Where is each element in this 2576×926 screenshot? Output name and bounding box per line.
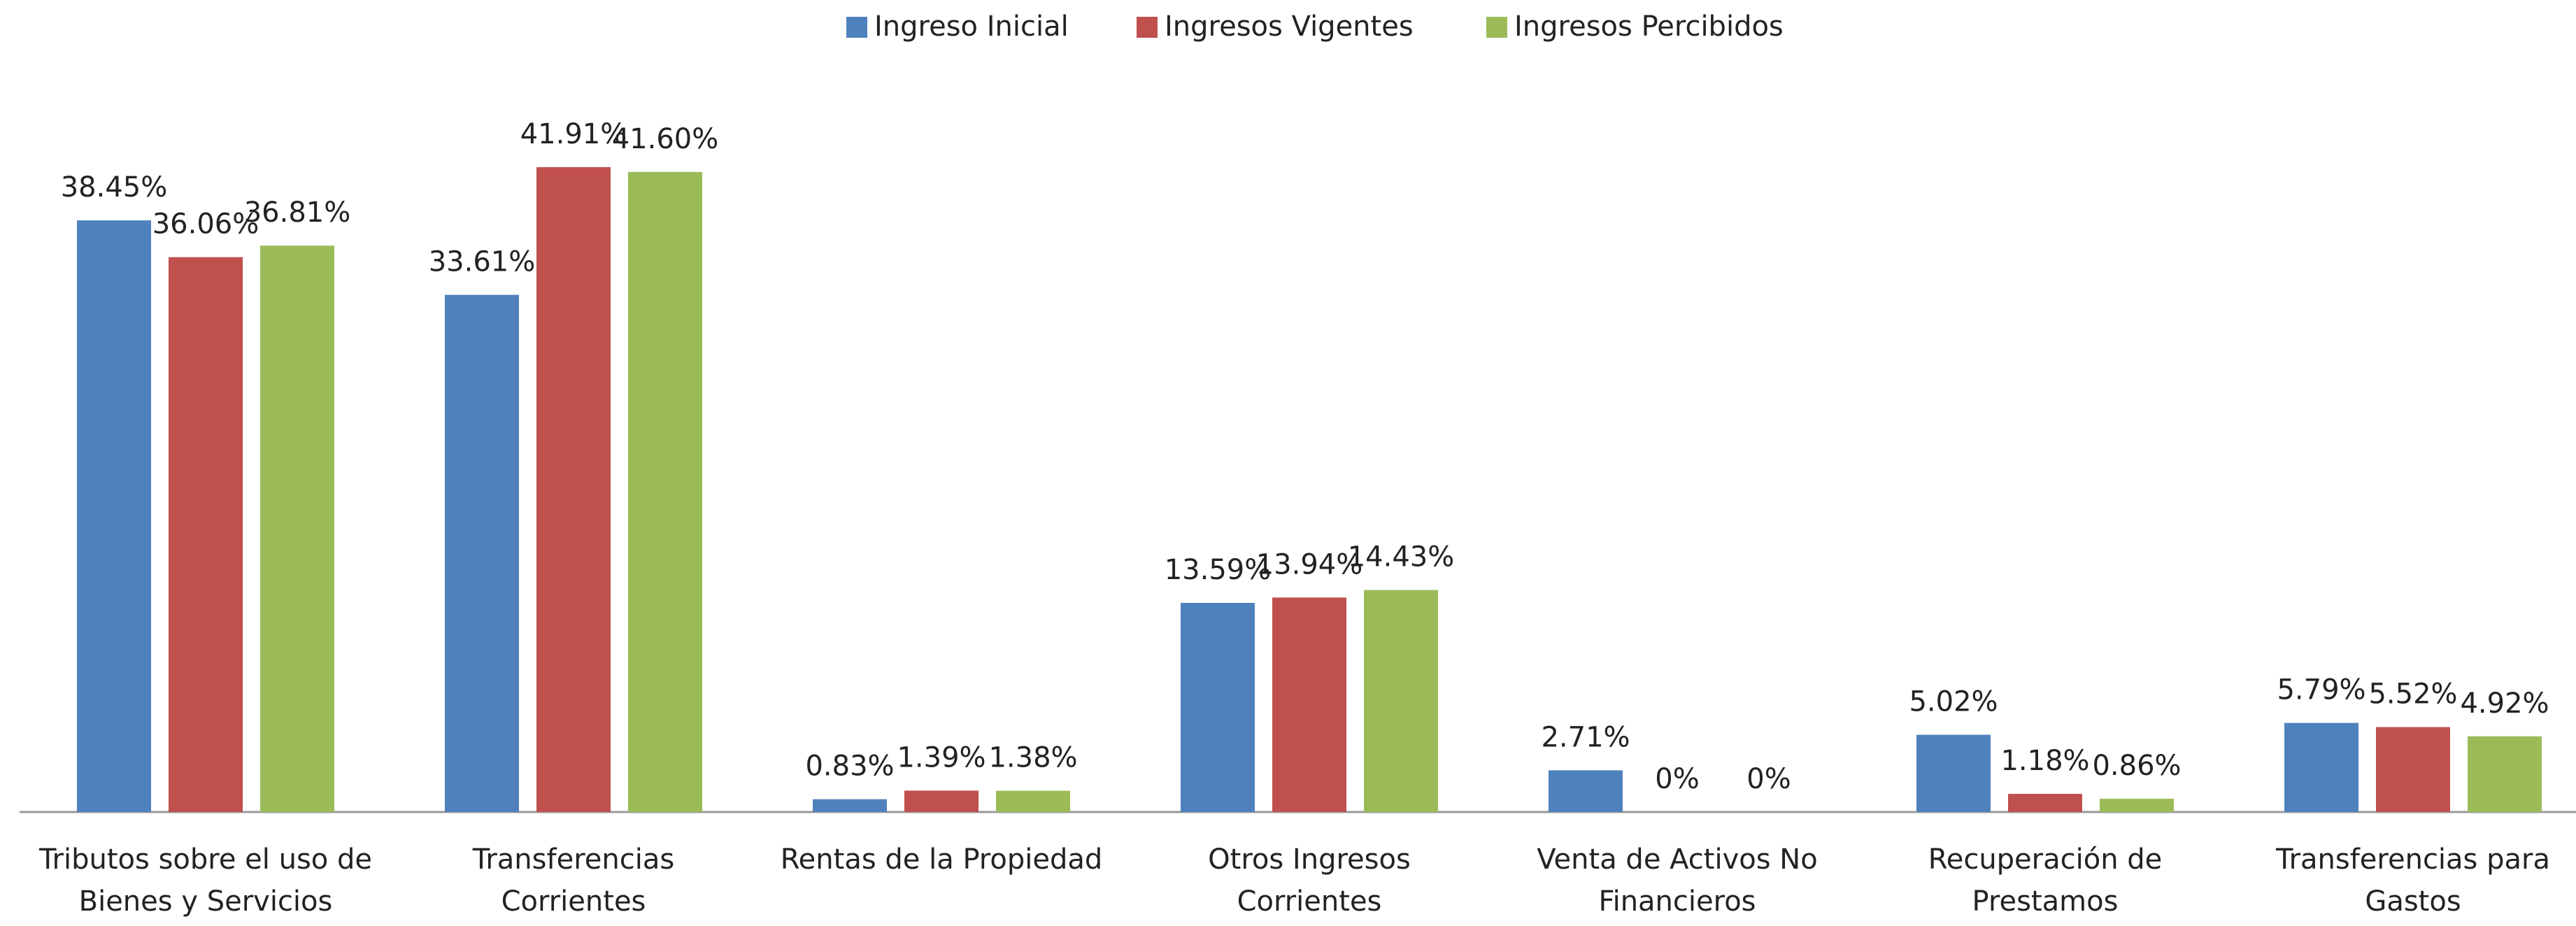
bar: [260, 245, 334, 812]
data-label: 2.71%: [1541, 721, 1630, 753]
bar: [2468, 736, 2542, 812]
legend-label: Ingresos Vigentes: [1165, 10, 1414, 43]
legend-label: Ingreso Inicial: [874, 10, 1069, 43]
x-tick-label: Transferencias Corrientes: [472, 843, 674, 918]
legend-label: Ingresos Percibidos: [1514, 10, 1784, 43]
bar: [77, 220, 151, 813]
data-label: 13.94%: [1256, 548, 1363, 580]
data-label: 36.81%: [244, 197, 351, 229]
data-label: 0.86%: [2092, 750, 2181, 782]
data-label: 38.45%: [61, 171, 168, 204]
x-tick-label: Transferencias para Gastos: [2275, 843, 2550, 918]
data-label: 41.60%: [612, 123, 719, 155]
bar: [2008, 794, 2082, 812]
legend-swatch: [846, 17, 867, 38]
data-label: 13.59%: [1165, 554, 1272, 586]
data-label: 0%: [1655, 763, 1699, 795]
bar: [2376, 727, 2450, 812]
data-label: 1.38%: [988, 742, 1077, 774]
bar: [169, 257, 243, 812]
data-label: 1.39%: [897, 741, 985, 774]
bar: [1916, 734, 1991, 812]
bar: [1181, 603, 1255, 812]
legend-swatch: [1486, 17, 1507, 38]
bar: [2100, 799, 2174, 812]
data-label: 1.18%: [2000, 745, 2089, 777]
x-tick-label: Venta de Activos No Financieros: [1537, 843, 1817, 918]
bar: [996, 790, 1070, 812]
data-label: 36.06%: [152, 208, 259, 241]
bar: [1272, 597, 1346, 812]
bar: [904, 790, 979, 812]
bar: [536, 166, 611, 813]
x-tick-label: Tributos sobre el uso de Bienes y Servici…: [38, 843, 372, 918]
legend-swatch: [1137, 17, 1158, 38]
data-label: 33.61%: [429, 246, 536, 278]
x-tick-label: Rentas de la Propiedad: [781, 843, 1103, 876]
data-label: 0.83%: [805, 750, 894, 783]
bar: [445, 294, 519, 813]
x-tick-label: Recuperación de Prestamos: [1928, 843, 2163, 918]
data-label: 4.92%: [2460, 688, 2549, 720]
bar: [1364, 590, 1438, 812]
data-label: 5.79%: [2277, 674, 2365, 706]
bar: [813, 799, 887, 812]
bar: [628, 171, 702, 813]
data-label: 14.43%: [1348, 541, 1455, 574]
x-tick-label: Otros Ingresos Corrientes: [1208, 843, 1411, 918]
data-label: 41.91%: [520, 118, 627, 150]
bar: [1549, 770, 1623, 812]
data-label: 5.02%: [1909, 686, 1998, 718]
data-label: 5.52%: [2368, 678, 2457, 711]
data-label: 0%: [1746, 763, 1791, 795]
bar: [2284, 722, 2358, 812]
